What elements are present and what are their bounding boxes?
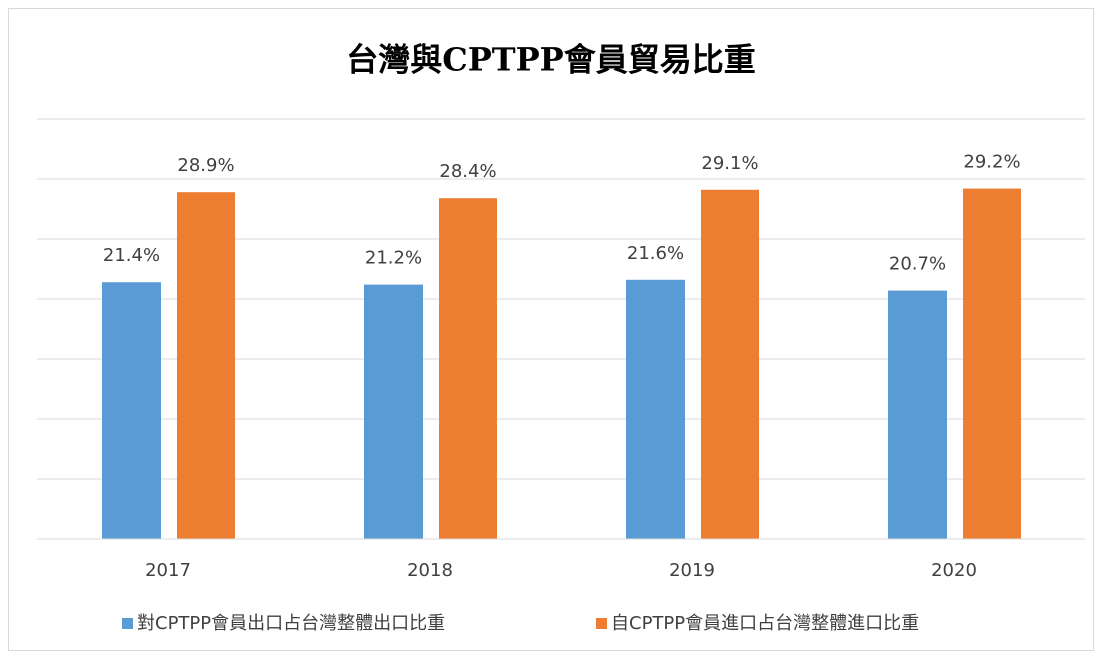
- bar: [177, 192, 235, 539]
- legend-swatch: [122, 618, 133, 629]
- data-label: 21.6%: [627, 243, 684, 264]
- x-tick-label: 2020: [931, 560, 977, 581]
- data-label: 28.4%: [439, 161, 496, 182]
- bar: [701, 189, 759, 540]
- legend-swatch: [596, 618, 607, 629]
- data-label: 21.4%: [103, 245, 160, 266]
- data-label: 21.2%: [365, 248, 422, 269]
- data-label: 29.2%: [963, 152, 1020, 173]
- data-label: 29.1%: [701, 153, 758, 174]
- legend-label: 對CPTPP會員出口占台灣整體出口比重: [137, 613, 445, 634]
- x-tick-label: 2018: [407, 560, 453, 581]
- chart-title: 台灣與CPTPP會員貿易比重: [346, 41, 755, 79]
- bar: [364, 284, 423, 539]
- data-label: 28.9%: [177, 155, 234, 176]
- bar: [888, 290, 947, 539]
- bar: [963, 188, 1021, 539]
- legend-label: 自CPTPP會員進口占台灣整體進口比重: [611, 613, 919, 634]
- bar: [102, 282, 161, 539]
- bar: [439, 198, 497, 539]
- x-tick-label: 2019: [669, 560, 715, 581]
- x-tick-label: 2017: [145, 560, 191, 581]
- data-label: 20.7%: [889, 254, 946, 275]
- bar: [626, 279, 685, 539]
